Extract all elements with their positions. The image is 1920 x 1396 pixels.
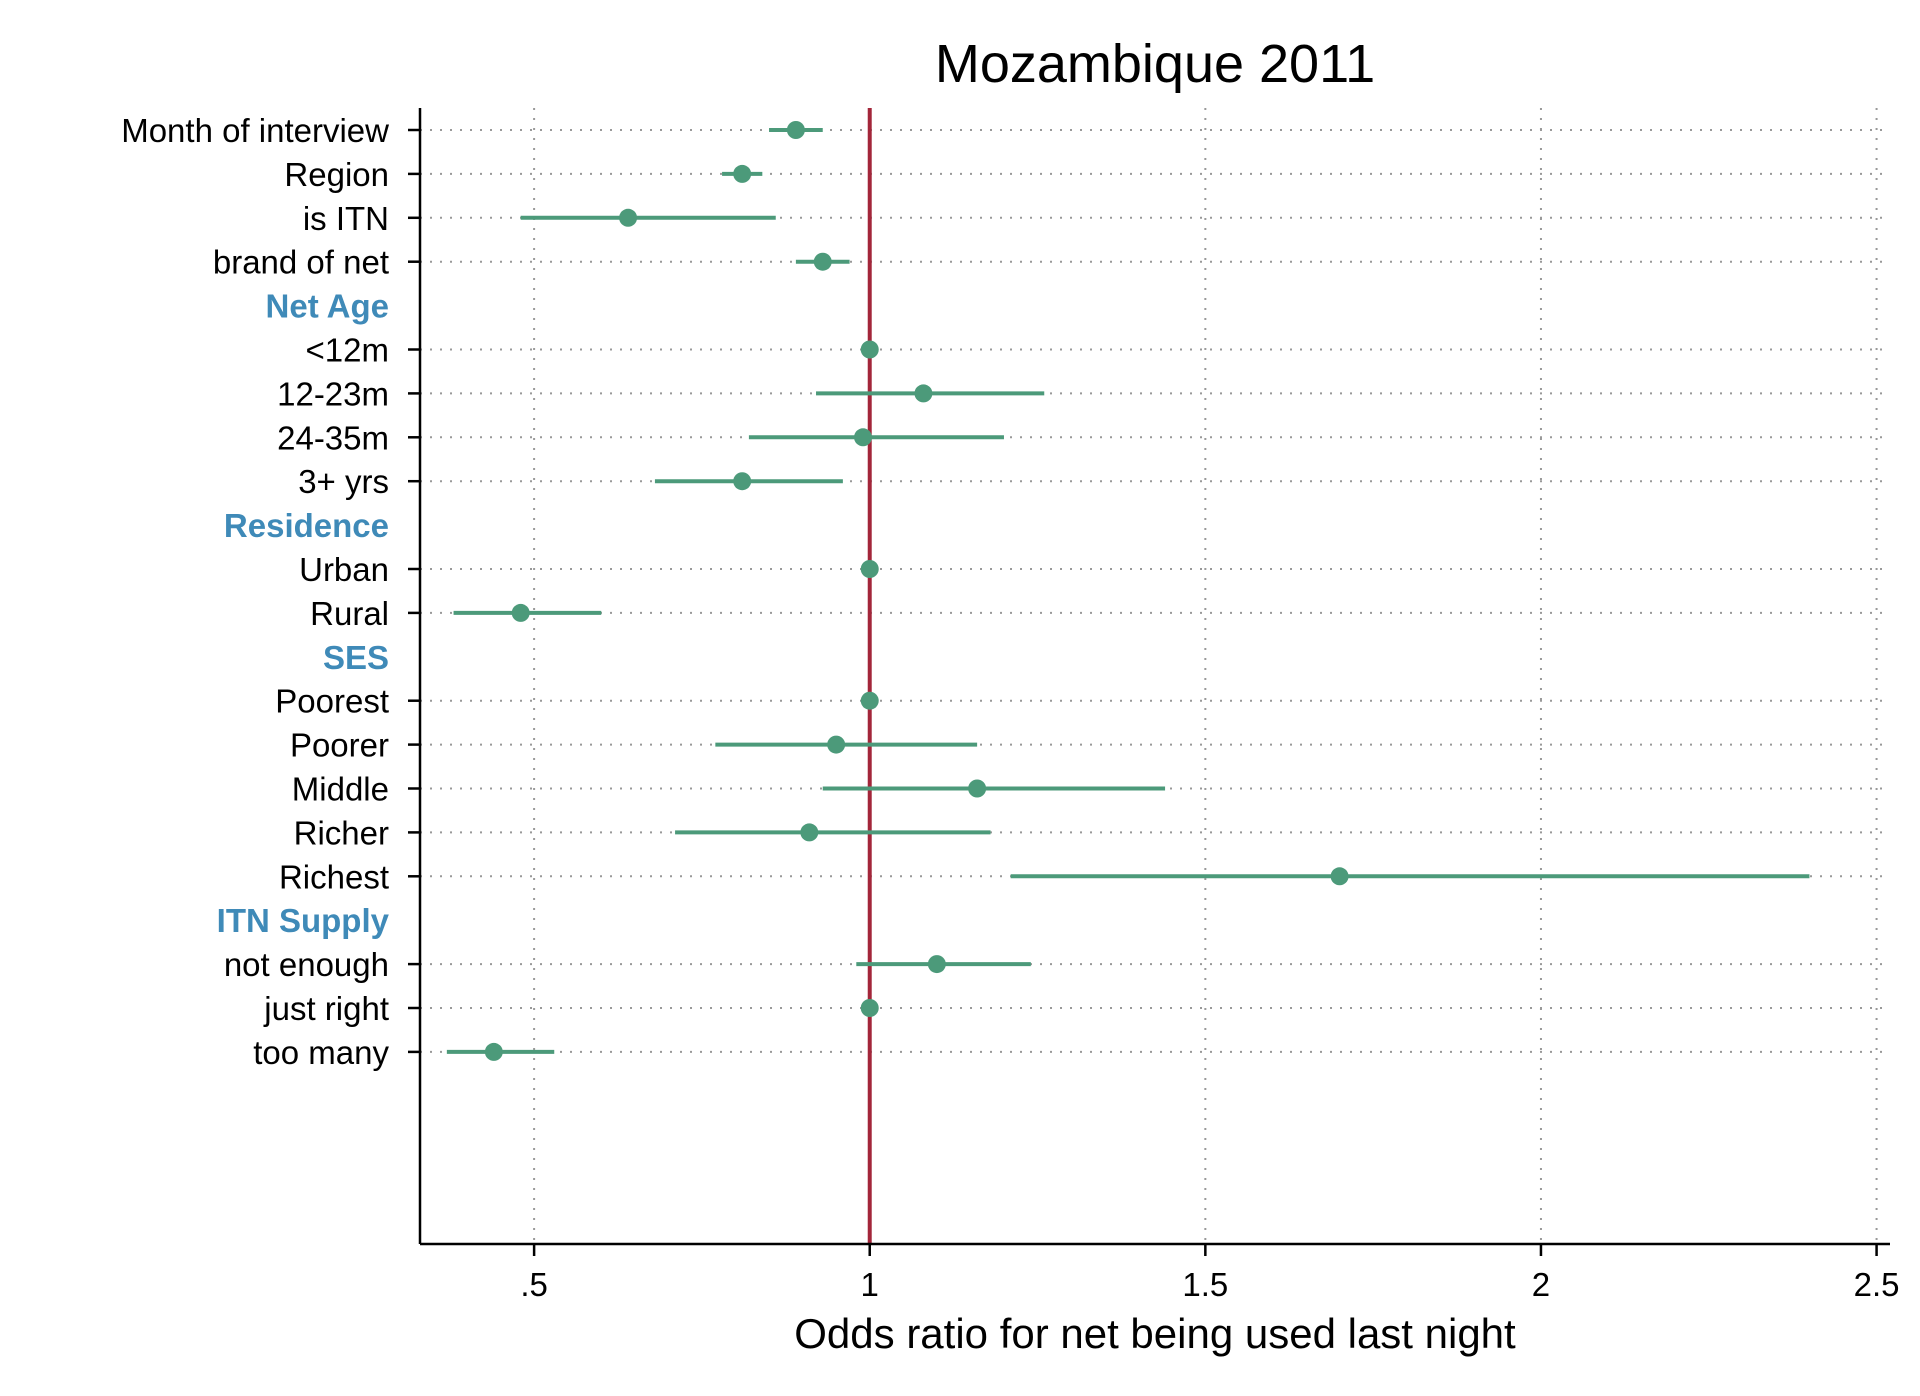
x-tick-label: 1 [861,1266,879,1303]
row-label: too many [253,1034,389,1071]
estimate-point [511,603,530,622]
row-label: Richer [294,814,389,851]
x-tick-label: 1.5 [1182,1266,1228,1303]
row-label: is ITN [303,200,389,237]
group-label: Residence [224,507,389,544]
row-label: 24-35m [277,419,389,456]
row-label: Region [284,156,389,193]
estimate-point [786,121,805,139]
row-label: 12-23m [277,375,389,412]
x-axis-title: Odds ratio for net being used last night [794,1310,1516,1357]
estimate-point [733,164,752,183]
estimate-point [813,252,832,271]
row-label: Middle [292,771,389,808]
estimate-point [733,472,752,491]
x-tick-label: .5 [520,1266,548,1303]
row-label: Urban [299,551,389,588]
row-label: brand of net [213,244,389,281]
estimate-point [860,340,879,359]
estimate-point [914,384,933,403]
estimate-point [860,560,879,578]
row-label: not enough [224,946,389,983]
group-label: SES [323,639,389,676]
plot-area: Month of interview Region is ITN brand of n… [121,108,1900,1303]
estimate-point [619,208,638,227]
estimate-point [860,691,879,710]
estimate-point [827,735,846,754]
x-tick-label: 2.5 [1854,1266,1900,1303]
row-label: Rural [310,595,389,632]
estimate-point [484,1042,503,1061]
estimate-point [854,428,873,447]
estimate-point [968,779,987,798]
estimate-point [800,823,819,842]
row-label: just right [263,990,389,1027]
estimate-point [927,955,946,974]
row-label: Poorest [275,683,389,720]
row-label: <12m [306,332,389,369]
group-label: ITN Supply [217,902,390,939]
row-label: Richest [279,858,389,895]
chart-title: Mozambique 2011 [935,34,1375,94]
x-tick-label: 2 [1532,1266,1550,1303]
row-label: Month of interview [121,112,389,149]
row-label: Poorer [290,727,389,764]
estimate-point [1330,867,1349,886]
estimate-point [860,999,879,1017]
group-label: Net Age [266,288,389,325]
row-label: 3+ yrs [298,463,389,500]
